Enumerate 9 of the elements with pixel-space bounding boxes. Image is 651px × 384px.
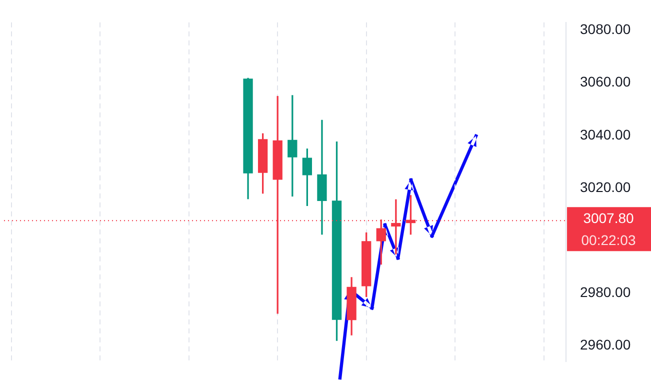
candlestick (317, 120, 327, 235)
text: 00:22:03 (581, 232, 636, 248)
y-tick-label: 2980.00 (580, 284, 631, 300)
y-tick-label: 3080.00 (580, 21, 631, 38)
y-tick-label: 3020.00 (580, 178, 631, 195)
y-tick-label: 2960.00 (580, 336, 631, 353)
y-tick-label: 3040.00 (580, 126, 631, 142)
ref-line-label: 3007.80 (583, 210, 634, 226)
y-tick-label: 3060.00 (580, 74, 631, 90)
